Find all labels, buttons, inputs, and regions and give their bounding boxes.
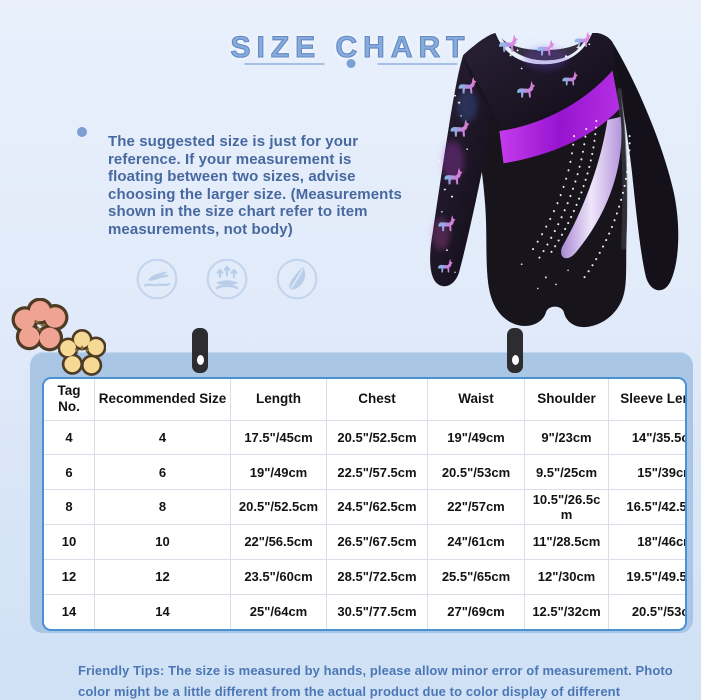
clip-pin-right: [507, 328, 523, 373]
galaxy-chest: [463, 32, 617, 129]
table-cell: 30.5"/77.5cm: [326, 593, 428, 629]
table-cell: 22"/56.5cm: [230, 523, 327, 560]
divider-dot: [346, 59, 355, 68]
table-cell: 4: [94, 419, 231, 456]
table-cell: 24.5"/62.5cm: [326, 489, 428, 525]
bullet-point: [77, 127, 87, 137]
title-divider: [244, 59, 457, 68]
table-cell: 4: [44, 419, 95, 456]
table-cell: 25.5"/65cm: [427, 558, 525, 595]
clip-pin-hole: [511, 355, 519, 365]
divider-line-left: [244, 62, 324, 65]
sheen: [617, 88, 628, 250]
col-header-waist: Waist: [427, 379, 525, 421]
table-cell: 10.5"/26.5cm: [524, 489, 609, 525]
table-cell: 9"/23cm: [524, 419, 609, 456]
table-cell: 19"/49cm: [230, 454, 327, 491]
table-cell: 22.5"/57.5cm: [326, 454, 428, 491]
leotard-right-sleeve: [612, 42, 679, 291]
col-header-chest: Chest: [326, 379, 428, 421]
friendly-tips-text: Friendly Tips: The size is measured by h…: [78, 663, 673, 699]
col-header-recommended-size: Recommended Size: [94, 379, 231, 421]
table-cell: 9.5"/25cm: [524, 454, 609, 491]
size-table: Tag No. Recommended Size Length Chest Wa…: [44, 379, 685, 629]
lavender-stripe: [561, 116, 622, 259]
feature-icon-row: [136, 258, 318, 300]
col-header-tag-no: Tag No.: [44, 379, 95, 421]
purple-stripe: [499, 70, 620, 164]
table-cell: 15"/39cm: [608, 454, 685, 491]
table-cell: 11"/28.5cm: [524, 523, 609, 560]
col-header-sleeve-length: Sleeve Length: [608, 379, 685, 421]
table-cell: 14: [94, 593, 231, 629]
table-cell: 16.5"/42.5cm: [608, 489, 685, 525]
table-cell: 18"/46cm: [608, 523, 685, 560]
table-cell: 26.5"/67.5cm: [326, 523, 428, 560]
table-cell: 14: [44, 593, 95, 629]
table-cell: 19.5"/49.5cm: [608, 558, 685, 595]
col-header-shoulder: Shoulder: [524, 379, 609, 421]
table-cell: 27"/69cm: [427, 593, 525, 629]
table-cell: 14"/35.5cm: [608, 419, 685, 456]
table-cell: 20.5"/53cm: [427, 454, 525, 491]
col-header-length: Length: [230, 379, 327, 421]
yellow-flower-decoration: [58, 329, 106, 376]
rhinestone-dots: [528, 119, 631, 282]
clip-pin-left: [192, 328, 208, 373]
page-title: SIZE CHART: [230, 31, 471, 65]
size-table-container: Tag No. Recommended Size Length Chest Wa…: [42, 377, 687, 631]
unicorn-leotard-product-image: [430, 31, 679, 328]
table-row: 12 12 23.5"/60cm 28.5"/72.5cm 25.5"/65cm…: [44, 558, 685, 595]
table-cell: 8: [94, 489, 231, 525]
table-row: 6 6 19"/49cm 22.5"/57.5cm 20.5"/53cm 9.5…: [44, 454, 685, 491]
table-cell: 6: [94, 454, 231, 491]
table-cell: 6: [44, 454, 95, 491]
table-cell: 17.5"/45cm: [230, 419, 327, 456]
table-cell: 10: [94, 523, 231, 560]
table-header-row: Tag No. Recommended Size Length Chest Wa…: [44, 379, 685, 421]
table-cell: 23.5"/60cm: [230, 558, 327, 595]
hand-feel-icon: [136, 258, 178, 300]
table-cell: 12"/30cm: [524, 558, 609, 595]
table-row: 14 14 25"/64cm 30.5"/77.5cm 27"/69cm 12.…: [44, 593, 685, 629]
size-note-text: The suggested size is just for your refe…: [108, 133, 402, 238]
table-cell: 12: [44, 558, 95, 595]
feather-light-icon: [276, 258, 318, 300]
pink-flower-decoration: [11, 298, 69, 352]
table-cell: 22"/57cm: [427, 489, 525, 525]
table-cell: 20.5"/53cm: [608, 593, 685, 629]
table-row: 8 8 20.5"/52.5cm 24.5"/62.5cm 22"/57cm 1…: [44, 489, 685, 525]
table-cell: 10: [44, 523, 95, 560]
table-cell: 8: [44, 489, 95, 525]
table-cell: 20.5"/52.5cm: [230, 489, 327, 525]
table-row: 10 10 22"/56.5cm 26.5"/67.5cm 24"/61cm 1…: [44, 523, 685, 560]
divider-line-right: [377, 62, 457, 65]
table-row: 4 4 17.5"/45cm 20.5"/52.5cm 19"/49cm 9"/…: [44, 419, 685, 456]
clip-pin-hole: [196, 355, 204, 365]
table-cell: 24"/61cm: [427, 523, 525, 560]
table-cell: 25"/64cm: [230, 593, 327, 629]
table-cell: 12: [94, 558, 231, 595]
table-cell: 28.5"/72.5cm: [326, 558, 428, 595]
breathable-stretch-icon: [206, 258, 248, 300]
table-cell: 20.5"/52.5cm: [326, 419, 428, 456]
star-print: [438, 33, 591, 274]
table-cell: 12.5"/32cm: [524, 593, 609, 629]
table-cell: 19"/49cm: [427, 419, 525, 456]
